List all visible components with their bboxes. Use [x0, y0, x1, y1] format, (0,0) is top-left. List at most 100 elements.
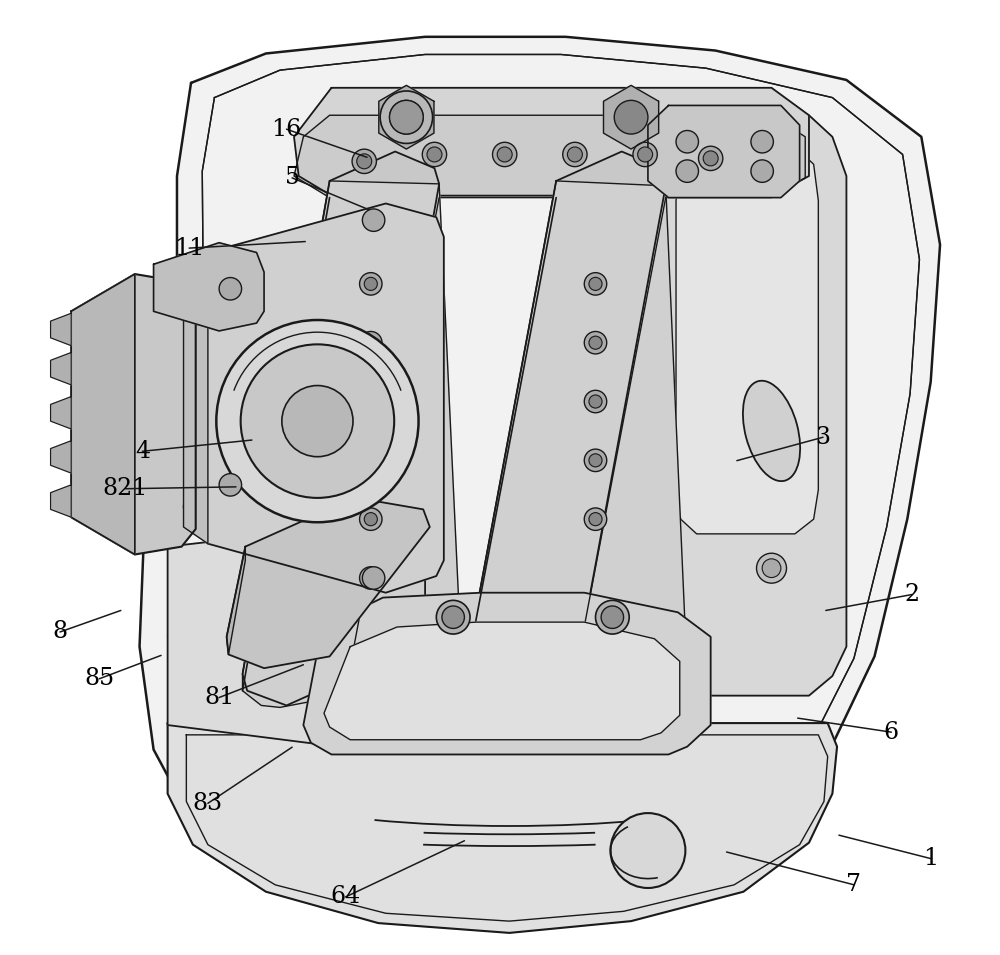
Circle shape: [436, 601, 470, 634]
Circle shape: [610, 813, 685, 888]
Polygon shape: [51, 441, 71, 473]
Text: 83: 83: [193, 792, 223, 815]
Circle shape: [757, 553, 786, 584]
Text: 11: 11: [174, 237, 204, 260]
Ellipse shape: [743, 381, 800, 481]
Circle shape: [596, 601, 629, 634]
Polygon shape: [379, 85, 434, 149]
Circle shape: [360, 272, 382, 295]
Text: 5: 5: [285, 166, 300, 189]
Text: 2: 2: [904, 584, 920, 606]
Text: 16: 16: [271, 117, 302, 140]
Polygon shape: [648, 105, 800, 198]
Polygon shape: [303, 593, 711, 754]
Text: 81: 81: [204, 686, 234, 709]
Polygon shape: [227, 546, 245, 654]
Polygon shape: [51, 396, 71, 429]
Circle shape: [427, 147, 442, 162]
Circle shape: [422, 142, 447, 166]
Polygon shape: [71, 274, 135, 555]
Circle shape: [584, 391, 607, 413]
Circle shape: [589, 277, 602, 290]
Circle shape: [216, 320, 419, 522]
Circle shape: [589, 454, 602, 467]
Polygon shape: [71, 274, 196, 555]
Circle shape: [364, 336, 377, 350]
Circle shape: [601, 606, 624, 628]
Circle shape: [497, 147, 512, 162]
Polygon shape: [154, 243, 264, 331]
Circle shape: [364, 277, 377, 290]
Circle shape: [614, 100, 648, 134]
Polygon shape: [168, 723, 837, 933]
Circle shape: [241, 345, 394, 498]
Circle shape: [633, 142, 657, 166]
Circle shape: [357, 154, 372, 169]
Polygon shape: [294, 88, 809, 196]
Circle shape: [364, 395, 377, 408]
Text: 85: 85: [84, 668, 114, 690]
Circle shape: [219, 474, 242, 496]
Circle shape: [584, 508, 607, 530]
Polygon shape: [184, 252, 208, 543]
Polygon shape: [464, 152, 666, 706]
Circle shape: [584, 272, 607, 295]
Circle shape: [360, 566, 382, 589]
Circle shape: [360, 449, 382, 472]
Polygon shape: [294, 116, 805, 198]
Text: 3: 3: [816, 426, 831, 449]
Polygon shape: [676, 147, 818, 534]
Circle shape: [563, 142, 587, 166]
Text: 821: 821: [103, 478, 148, 500]
Circle shape: [364, 571, 377, 584]
Circle shape: [584, 331, 607, 354]
Polygon shape: [243, 180, 463, 708]
Polygon shape: [227, 498, 430, 668]
Circle shape: [584, 449, 607, 472]
Circle shape: [362, 209, 385, 231]
Text: 7: 7: [846, 873, 861, 897]
Circle shape: [751, 159, 773, 182]
Circle shape: [493, 142, 517, 166]
Circle shape: [219, 278, 242, 300]
Circle shape: [762, 559, 781, 578]
Circle shape: [698, 146, 723, 171]
Polygon shape: [140, 37, 940, 931]
Text: 1: 1: [923, 847, 938, 870]
Polygon shape: [243, 152, 439, 706]
Circle shape: [360, 508, 382, 530]
Circle shape: [751, 131, 773, 153]
Polygon shape: [51, 313, 71, 346]
Circle shape: [390, 100, 423, 134]
Circle shape: [362, 566, 385, 589]
Circle shape: [567, 147, 582, 162]
Circle shape: [589, 336, 602, 350]
Text: 8: 8: [52, 621, 68, 644]
Circle shape: [589, 513, 602, 525]
Circle shape: [390, 100, 423, 134]
Circle shape: [442, 606, 464, 628]
Polygon shape: [604, 85, 659, 149]
Polygon shape: [464, 180, 687, 708]
Polygon shape: [168, 527, 425, 745]
Circle shape: [360, 391, 382, 413]
Circle shape: [364, 513, 377, 525]
Polygon shape: [650, 116, 846, 695]
Circle shape: [380, 91, 433, 143]
Circle shape: [364, 454, 377, 467]
Circle shape: [352, 149, 376, 174]
Circle shape: [703, 151, 718, 166]
Circle shape: [638, 147, 653, 162]
Polygon shape: [51, 352, 71, 385]
Circle shape: [282, 386, 353, 456]
Circle shape: [360, 331, 382, 354]
Polygon shape: [51, 485, 71, 518]
Circle shape: [589, 395, 602, 408]
Circle shape: [676, 131, 698, 153]
Circle shape: [676, 159, 698, 182]
Text: 64: 64: [330, 885, 361, 908]
Text: 6: 6: [884, 721, 899, 744]
Polygon shape: [184, 203, 444, 593]
Polygon shape: [324, 622, 680, 740]
Text: 4: 4: [135, 440, 150, 463]
